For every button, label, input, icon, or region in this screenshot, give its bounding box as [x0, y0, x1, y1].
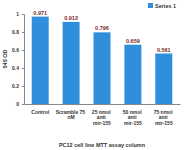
y-tick-mark	[22, 14, 24, 15]
plot: 0 0.2 0.4 0.6 0.8 1 Control Scramble 75 nM 25 nm…	[12, 10, 180, 126]
y-tick-mark	[22, 32, 24, 33]
y-tick-label: 0.8	[12, 29, 19, 35]
x-axis-title: PC12 cell line MTT assay column	[59, 142, 146, 148]
y-tick-label: 0.2	[12, 83, 19, 89]
x-tick-label: 50 nmol anti mir-155	[123, 109, 143, 126]
legend-swatch	[148, 3, 153, 8]
x-tick-label-line: nM	[67, 114, 74, 120]
bar	[32, 17, 49, 104]
y-tick: 0.8	[12, 29, 24, 35]
data-label: 0.971	[33, 10, 47, 16]
data-labels: 0.971 0.912 0.796 0.659 0.561	[33, 10, 170, 53]
y-tick-label: 0	[16, 101, 19, 107]
x-tick: 25 nmol anti mir-155	[92, 104, 112, 126]
y-tick: 1	[16, 11, 24, 17]
x-tick-label: Scramble 75 nM	[56, 109, 87, 121]
x-tick-label: 25 nmol anti mir-155	[92, 109, 112, 126]
y-tick: 0.4	[12, 65, 24, 71]
x-tick-label: Control	[31, 109, 49, 115]
x-axis: Control Scramble 75 nM 25 nmol anti mir-15…	[25, 104, 181, 126]
bar	[94, 32, 111, 104]
chart: 0 0.2 0.4 0.6 0.8 1 Control Scramble 75 nM 25 nm…	[0, 0, 184, 150]
x-tick-label-line: Control	[31, 109, 49, 115]
bar	[63, 22, 80, 104]
y-tick-mark	[22, 50, 24, 51]
y-tick: 0.2	[12, 83, 24, 89]
x-tick: 75 nmol anti mir-155	[154, 104, 174, 126]
x-tick: 50 nmol anti mir-155	[123, 104, 143, 126]
y-tick-mark	[22, 104, 24, 105]
x-tick-label-line: mir-155	[124, 120, 142, 126]
y-axis: 0 0.2 0.4 0.6 0.8 1	[12, 11, 24, 107]
bar	[124, 45, 141, 104]
legend: Series 1	[148, 3, 176, 9]
legend-label: Series 1	[155, 3, 176, 9]
x-tick-label-line: mir-155	[93, 120, 111, 126]
data-label: 0.796	[95, 25, 109, 31]
y-tick: 0	[16, 101, 24, 107]
y-tick-label: 1	[16, 11, 19, 17]
y-axis-line	[22, 15, 25, 105]
y-tick: 0.6	[12, 47, 24, 53]
data-label: 0.561	[157, 47, 171, 53]
data-label: 0.659	[126, 38, 140, 44]
y-tick-label: 0.4	[12, 65, 19, 71]
y-axis-title: 545 OD	[2, 50, 8, 69]
x-tick: Control	[31, 104, 49, 115]
bar	[155, 54, 172, 104]
x-tick-label: 75 nmol anti mir-155	[154, 109, 174, 126]
data-label: 0.912	[64, 15, 78, 21]
y-tick-label: 0.6	[12, 47, 19, 53]
bars	[32, 17, 173, 104]
y-tick-mark	[22, 86, 24, 87]
x-tick-label-line: mir-155	[155, 120, 173, 126]
x-axis-line	[25, 104, 181, 105]
y-tick-mark	[22, 68, 24, 69]
x-tick: Scramble 75 nM	[56, 104, 87, 120]
